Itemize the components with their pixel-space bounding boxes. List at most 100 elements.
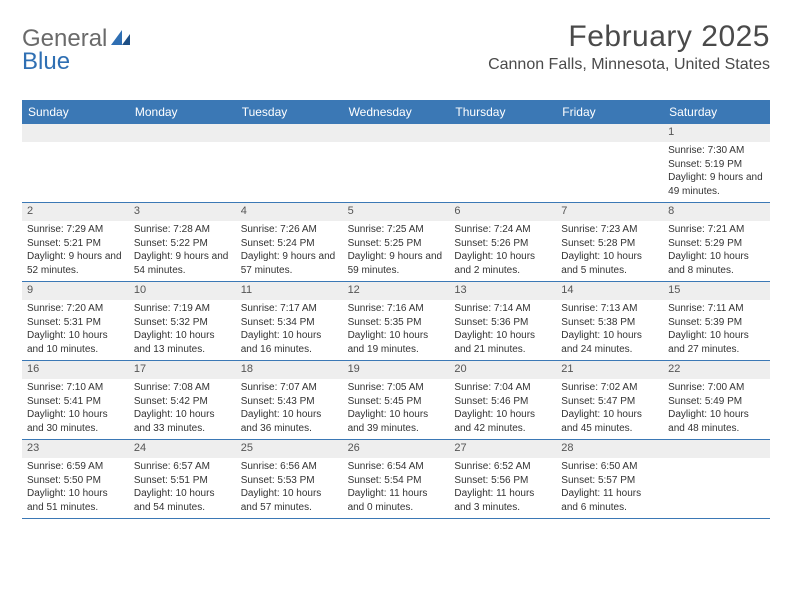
daylight-text: Daylight: 9 hours and 57 minutes. xyxy=(241,250,339,277)
day-cell: Sunrise: 6:52 AMSunset: 5:56 PMDaylight:… xyxy=(449,458,556,518)
sunset-text: Sunset: 5:51 PM xyxy=(134,474,232,488)
day-cell: Sunrise: 6:54 AMSunset: 5:54 PMDaylight:… xyxy=(343,458,450,518)
sunset-text: Sunset: 5:39 PM xyxy=(668,316,766,330)
day-cell: Sunrise: 7:04 AMSunset: 5:46 PMDaylight:… xyxy=(449,379,556,439)
month-title: February 2025 xyxy=(488,20,770,54)
sunset-text: Sunset: 5:36 PM xyxy=(454,316,552,330)
day-number: 15 xyxy=(663,282,770,300)
day-cell xyxy=(236,142,343,202)
day-cell: Sunrise: 7:17 AMSunset: 5:34 PMDaylight:… xyxy=(236,300,343,360)
daylight-text: Daylight: 10 hours and 51 minutes. xyxy=(27,487,125,514)
day-cell: Sunrise: 7:13 AMSunset: 5:38 PMDaylight:… xyxy=(556,300,663,360)
sunset-text: Sunset: 5:54 PM xyxy=(348,474,446,488)
weekday-header: Tuesday xyxy=(236,100,343,124)
day-number: 4 xyxy=(236,203,343,221)
daynum-row: 2345678 xyxy=(22,203,770,221)
day-number: 5 xyxy=(343,203,450,221)
sunrise-text: Sunrise: 6:50 AM xyxy=(561,460,659,474)
day-number: 9 xyxy=(22,282,129,300)
daylight-text: Daylight: 10 hours and 48 minutes. xyxy=(668,408,766,435)
day-number: 13 xyxy=(449,282,556,300)
day-cell: Sunrise: 6:57 AMSunset: 5:51 PMDaylight:… xyxy=(129,458,236,518)
daylight-text: Daylight: 10 hours and 10 minutes. xyxy=(27,329,125,356)
sunset-text: Sunset: 5:56 PM xyxy=(454,474,552,488)
daylight-text: Daylight: 10 hours and 30 minutes. xyxy=(27,408,125,435)
sunset-text: Sunset: 5:31 PM xyxy=(27,316,125,330)
day-number xyxy=(556,124,663,142)
day-cell: Sunrise: 7:19 AMSunset: 5:32 PMDaylight:… xyxy=(129,300,236,360)
day-cell xyxy=(22,142,129,202)
logo: General xyxy=(22,20,132,51)
day-number: 17 xyxy=(129,361,236,379)
logo-text-2: Blue xyxy=(22,48,70,76)
sunrise-text: Sunrise: 7:29 AM xyxy=(27,223,125,237)
day-cell: Sunrise: 7:26 AMSunset: 5:24 PMDaylight:… xyxy=(236,221,343,281)
daybody-row: Sunrise: 6:59 AMSunset: 5:50 PMDaylight:… xyxy=(22,458,770,518)
sunrise-text: Sunrise: 6:57 AM xyxy=(134,460,232,474)
logo-icon xyxy=(107,26,132,51)
day-number: 25 xyxy=(236,440,343,458)
sunrise-text: Sunrise: 7:07 AM xyxy=(241,381,339,395)
day-number: 2 xyxy=(22,203,129,221)
day-cell xyxy=(556,142,663,202)
day-cell: Sunrise: 7:14 AMSunset: 5:36 PMDaylight:… xyxy=(449,300,556,360)
sunset-text: Sunset: 5:38 PM xyxy=(561,316,659,330)
daylight-text: Daylight: 10 hours and 54 minutes. xyxy=(134,487,232,514)
day-number: 19 xyxy=(343,361,450,379)
day-number: 6 xyxy=(449,203,556,221)
sunset-text: Sunset: 5:50 PM xyxy=(27,474,125,488)
logo-text-1: General xyxy=(22,27,107,51)
day-cell: Sunrise: 7:21 AMSunset: 5:29 PMDaylight:… xyxy=(663,221,770,281)
sunset-text: Sunset: 5:43 PM xyxy=(241,395,339,409)
sunrise-text: Sunrise: 6:56 AM xyxy=(241,460,339,474)
sunrise-text: Sunrise: 7:30 AM xyxy=(668,144,766,158)
sunset-text: Sunset: 5:34 PM xyxy=(241,316,339,330)
week-row: 1Sunrise: 7:30 AMSunset: 5:19 PMDaylight… xyxy=(22,124,770,203)
day-cell xyxy=(663,458,770,518)
day-cell xyxy=(449,142,556,202)
sunrise-text: Sunrise: 7:13 AM xyxy=(561,302,659,316)
daylight-text: Daylight: 11 hours and 0 minutes. xyxy=(348,487,446,514)
day-cell: Sunrise: 6:50 AMSunset: 5:57 PMDaylight:… xyxy=(556,458,663,518)
day-cell: Sunrise: 7:29 AMSunset: 5:21 PMDaylight:… xyxy=(22,221,129,281)
daybody-row: Sunrise: 7:30 AMSunset: 5:19 PMDaylight:… xyxy=(22,142,770,202)
daybody-row: Sunrise: 7:10 AMSunset: 5:41 PMDaylight:… xyxy=(22,379,770,439)
week-row: 9101112131415Sunrise: 7:20 AMSunset: 5:3… xyxy=(22,282,770,361)
weekday-header: Wednesday xyxy=(343,100,450,124)
daynum-row: 1 xyxy=(22,124,770,142)
day-number: 3 xyxy=(129,203,236,221)
day-cell: Sunrise: 6:56 AMSunset: 5:53 PMDaylight:… xyxy=(236,458,343,518)
day-number xyxy=(663,440,770,458)
day-number: 23 xyxy=(22,440,129,458)
sunrise-text: Sunrise: 7:20 AM xyxy=(27,302,125,316)
day-number: 26 xyxy=(343,440,450,458)
day-number: 27 xyxy=(449,440,556,458)
title-block: February 2025 Cannon Falls, Minnesota, U… xyxy=(488,20,770,74)
sunrise-text: Sunrise: 7:10 AM xyxy=(27,381,125,395)
sunset-text: Sunset: 5:21 PM xyxy=(27,237,125,251)
week-row: 16171819202122Sunrise: 7:10 AMSunset: 5:… xyxy=(22,361,770,440)
day-cell: Sunrise: 7:05 AMSunset: 5:45 PMDaylight:… xyxy=(343,379,450,439)
sunrise-text: Sunrise: 7:05 AM xyxy=(348,381,446,395)
sunrise-text: Sunrise: 7:25 AM xyxy=(348,223,446,237)
sunset-text: Sunset: 5:49 PM xyxy=(668,395,766,409)
day-number xyxy=(22,124,129,142)
sunrise-text: Sunrise: 6:52 AM xyxy=(454,460,552,474)
week-row: 2345678Sunrise: 7:29 AMSunset: 5:21 PMDa… xyxy=(22,203,770,282)
daylight-text: Daylight: 10 hours and 16 minutes. xyxy=(241,329,339,356)
daylight-text: Daylight: 10 hours and 45 minutes. xyxy=(561,408,659,435)
daynum-row: 9101112131415 xyxy=(22,282,770,300)
sunrise-text: Sunrise: 7:19 AM xyxy=(134,302,232,316)
day-number xyxy=(236,124,343,142)
weekday-header: Friday xyxy=(556,100,663,124)
day-number: 28 xyxy=(556,440,663,458)
day-cell xyxy=(129,142,236,202)
sunrise-text: Sunrise: 7:24 AM xyxy=(454,223,552,237)
daylight-text: Daylight: 10 hours and 39 minutes. xyxy=(348,408,446,435)
sunset-text: Sunset: 5:53 PM xyxy=(241,474,339,488)
daylight-text: Daylight: 10 hours and 57 minutes. xyxy=(241,487,339,514)
daylight-text: Daylight: 10 hours and 2 minutes. xyxy=(454,250,552,277)
daylight-text: Daylight: 11 hours and 3 minutes. xyxy=(454,487,552,514)
sunset-text: Sunset: 5:28 PM xyxy=(561,237,659,251)
day-cell: Sunrise: 7:07 AMSunset: 5:43 PMDaylight:… xyxy=(236,379,343,439)
